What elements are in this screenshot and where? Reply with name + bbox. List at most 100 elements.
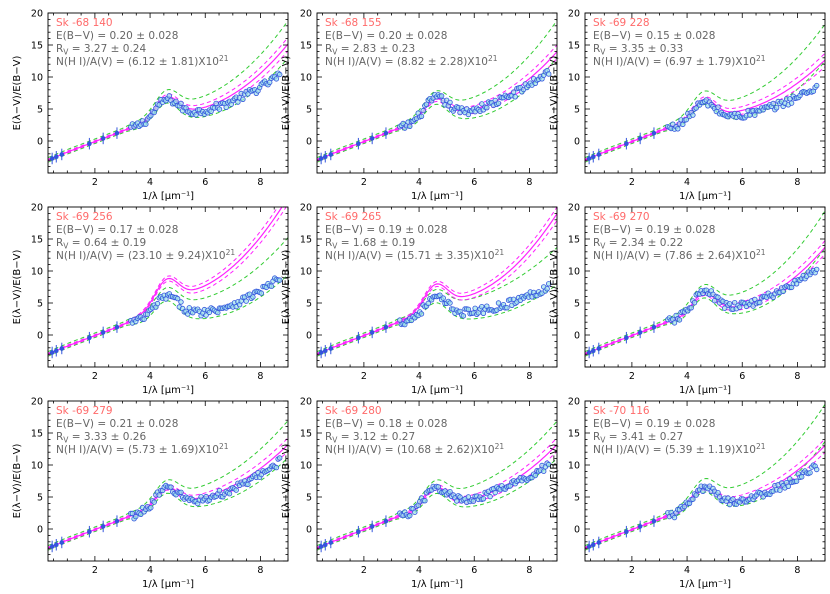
photometric-point [318,350,324,355]
star-name: Sk -68 155 [325,17,382,29]
x-tick-label: 8 [257,371,263,382]
y-tick-label: 15 [568,429,580,440]
data-point [240,96,246,102]
y-tick-label: 0 [574,525,580,536]
x-tick-label: 8 [794,371,800,382]
photometric-point [59,540,65,545]
x-axis-label: 1/λ [μm⁻¹] [142,579,194,590]
plot-area [317,207,557,359]
photometric-point [590,154,596,160]
x-tick-label: 6 [739,177,745,188]
rv-number: = 2.34 ± 0.22 [605,237,683,249]
data-point [715,104,721,110]
data-point [773,105,780,111]
data-point [154,300,161,307]
x-axis-label: 1/λ [μm⁻¹] [679,191,731,202]
x-tick-label: 8 [526,177,532,188]
data-point [277,71,283,78]
magenta-model-lower [585,451,825,550]
y-tick-label: 20 [568,9,580,20]
data-point [681,503,688,510]
rv-symbol: R [593,237,600,249]
x-tick-label: 4 [147,177,153,188]
y-tick-label: 0 [306,525,312,536]
data-point [487,493,493,500]
data-point [727,301,733,307]
plot-frame [584,206,826,368]
x-tick-label: 4 [416,565,422,576]
x-axis-label: 1/λ [μm⁻¹] [411,579,463,590]
x-tick-label: 8 [257,565,263,576]
photometric-point [114,324,120,330]
data-point [788,100,795,106]
y-tick-label: 15 [31,235,43,246]
data-point [732,300,738,306]
y-axis-label: E(λ−V)/E(B−V) [12,443,23,518]
x-tick-label: 2 [92,565,98,576]
rv-symbol: R [56,237,63,249]
plot-area [317,420,557,553]
data-point [250,294,256,300]
star-name: Sk -69 279 [56,405,113,417]
ebv-value: E(B−V) = 0.19 ± 0.028 [593,224,715,236]
x-tick-label: 4 [147,371,153,382]
y-axis-label: E(λ−V)/E(B−V) [12,249,23,324]
photometric-point [53,348,59,354]
data-point [447,489,453,495]
data-point [715,294,721,300]
y-axis-label: E(λ−V)/E(B−V) [549,55,560,130]
nh-text: N(H I)/A(V) = (7.86 ± 2.64)X10 [593,250,756,262]
x-axis-label: 1/λ [μm⁻¹] [411,385,463,396]
photometric-point [356,335,361,340]
x-tick-label: 8 [794,565,800,576]
data-point [546,281,552,287]
data-point [780,288,786,295]
y-axis-label: E(λ−V)/E(B−V) [549,443,560,518]
photometric-point [369,136,375,141]
x-axis-label: 1/λ [μm⁻¹] [679,385,731,396]
star-name: Sk -68 140 [56,17,113,29]
data-point [693,105,699,111]
data-point [479,101,485,107]
data-point [546,71,552,77]
data-point [178,100,184,107]
rv-symbol: R [593,43,600,55]
rv-subscript: V [332,242,338,251]
panel-sk--69-265: 2 4 6 8 0 5 10 15 20 1/λ [μm⁻¹] E(λ−V)/E(B−V) Sk -6… [281,203,558,396]
data-point [532,472,538,479]
data-point [143,121,149,127]
y-tick-label: 10 [300,267,312,278]
nh-text: N(H I)/A(V) = (5.39 ± 1.19)X10 [593,444,756,456]
y-tick-label: 10 [31,73,43,84]
plot-frame [584,12,826,174]
data-point [245,481,251,488]
photometric-point [49,350,55,355]
data-point [688,305,694,311]
data-point [407,123,413,129]
nh-exponent: 21 [219,442,229,451]
rv-symbol: R [593,431,600,443]
green-model-lower [317,457,557,551]
plot-area [585,23,825,165]
y-tick-label: 10 [300,461,312,472]
photometric-point [87,141,92,146]
x-axis-label: 1/λ [μm⁻¹] [142,385,194,396]
rv-number: = 1.68 ± 0.19 [337,237,415,249]
nh-exponent: 21 [756,442,766,451]
y-tick-label: 15 [568,41,580,52]
nh-ratio: N(H I)/A(V) = (5.73 ± 1.69)X1021 [56,442,229,456]
ebv-value: E(B−V) = 0.19 ± 0.028 [325,224,447,236]
plot-frame [47,12,289,174]
rv-value: RV = 2.34 ± 0.22 [593,237,683,251]
data-point [504,305,510,311]
rv-subscript: V [332,436,338,445]
data-point [671,320,678,326]
data-point [166,93,172,99]
data-point [454,498,460,504]
x-tick-label: 2 [361,371,367,382]
star-name: Sk -69 228 [593,17,650,29]
y-tick-label: 5 [574,299,580,310]
rv-value: RV = 3.35 ± 0.33 [593,43,683,57]
photometric-point [87,335,92,340]
y-tick-label: 15 [568,235,580,246]
